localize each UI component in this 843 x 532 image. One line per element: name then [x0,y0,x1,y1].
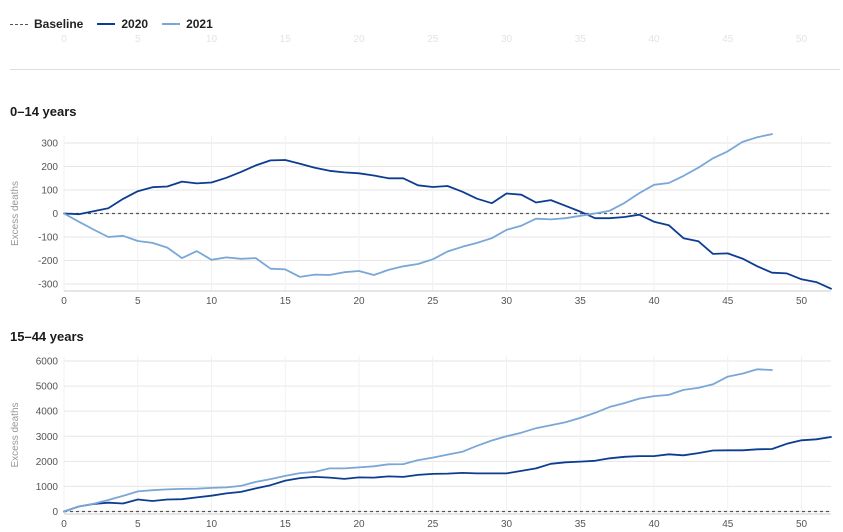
series-line-2020[interactable] [63,436,832,513]
series-2021-swatch-icon [162,23,181,25]
x-tick-label: 45 [722,519,734,530]
y-tick-label: 1000 [36,482,59,493]
x-tick-label: 10 [206,519,218,530]
top-axis-tick-label: 15 [280,34,292,45]
top-axis-tick-label: 0 [61,34,67,45]
x-tick-label: 50 [796,296,808,307]
y-tick-label: -200 [38,256,58,267]
top-axis-ticks: 0 5 10 15 20 25 30 35 40 45 50 [61,34,808,45]
x-tick-label: 0 [61,296,67,307]
x-tick-label: 25 [427,296,439,307]
baseline-swatch-icon [10,23,28,25]
x-tick-label: 20 [353,519,365,530]
y-tick-label: 0 [52,507,58,518]
x-tick-label: 45 [722,296,734,307]
y-axis-label: Excess deaths [10,402,21,467]
y-tick-label: 300 [41,139,58,150]
x-tick-label: 40 [648,296,660,307]
series-line-2021[interactable] [63,368,773,513]
legend-label-2020: 2020 [121,17,149,31]
divider [10,69,840,70]
top-axis-tick-label: 40 [648,34,660,45]
top-axis-tick-label: 50 [796,34,808,45]
y-tick-label: 3000 [36,432,59,443]
x-tick-label: 10 [206,296,218,307]
y-axis-label: Excess deaths [10,181,21,246]
series-line-2021[interactable] [63,133,773,278]
x-tick-label: 30 [501,296,513,307]
top-axis-tick-label: 20 [353,34,365,45]
x-tick-label: 5 [135,296,141,307]
y-tick-label: 100 [41,186,58,197]
top-axis-tick-label: 25 [427,34,439,45]
x-tick-label: 15 [280,519,292,530]
top-axis-tick-label: 45 [722,34,734,45]
x-tick-label: 5 [135,519,141,530]
legend-item-2021[interactable]: 2021 [162,17,213,31]
series-line-2020[interactable] [63,159,832,290]
x-tick-label: 35 [575,296,587,307]
y-tick-label: -300 [38,279,58,290]
top-axis-tick-label: 30 [501,34,513,45]
panel-title-15-44: 15–44 years [10,329,84,344]
x-tick-label: 15 [280,296,292,307]
legend: Baseline 2020 2021 [10,16,213,32]
x-tick-label: 20 [353,296,365,307]
x-tick-label: 30 [501,519,513,530]
y-tick-label: 4000 [36,407,59,418]
legend-item-2020[interactable]: 2020 [97,17,148,31]
x-tick-label: 40 [648,519,660,530]
legend-label-baseline: Baseline [34,17,84,31]
y-tick-label: 5000 [36,382,59,393]
panel-title-0-14: 0–14 years [10,104,77,119]
y-tick-label: 0 [52,209,58,220]
top-axis-tick-label: 35 [575,34,587,45]
y-tick-label: 6000 [36,357,59,368]
top-axis-tick-label: 5 [135,34,141,45]
x-tick-label: 25 [427,519,439,530]
x-tick-label: 0 [61,519,67,530]
y-tick-label: 2000 [36,457,59,468]
legend-item-baseline[interactable]: Baseline [10,17,83,31]
series-2020-swatch-icon [97,23,116,25]
legend-label-2021: 2021 [186,17,213,31]
top-axis-tick-label: 10 [206,34,218,45]
x-tick-label: 50 [796,519,808,530]
y-tick-label: 200 [41,162,58,173]
x-tick-label: 35 [575,519,587,530]
y-tick-label: -100 [38,232,58,243]
